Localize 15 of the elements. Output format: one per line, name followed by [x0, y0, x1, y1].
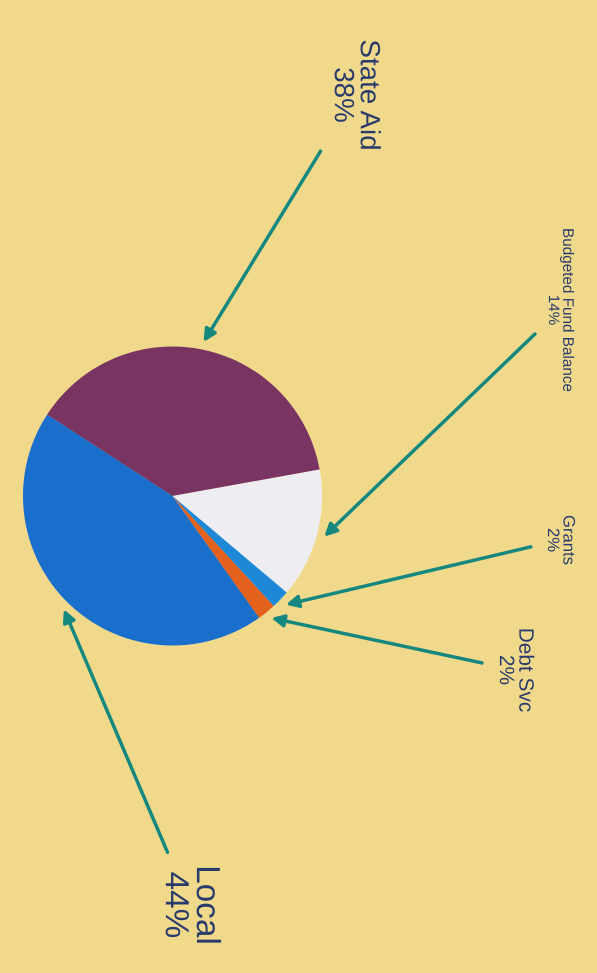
- slice-label: Grants: [563, 516, 576, 564]
- pie-slice: [22, 414, 260, 646]
- slice-label: Budgeted Fund Balance: [560, 229, 574, 392]
- data-label: 38%: [334, 68, 354, 122]
- pie-slice: [47, 346, 320, 496]
- data-label: 14%: [548, 296, 560, 325]
- data-label: 2%: [500, 656, 514, 684]
- pie-slice: [172, 496, 274, 618]
- pie-slice: [172, 496, 287, 606]
- slice-label: State Aid: [360, 40, 381, 149]
- slice-label: Debt Svc: [519, 629, 534, 712]
- slice-label: Local: [196, 868, 222, 943]
- pie-slice: [172, 470, 322, 592]
- data-label: 44%: [166, 872, 189, 938]
- data-label: 2%: [548, 528, 560, 552]
